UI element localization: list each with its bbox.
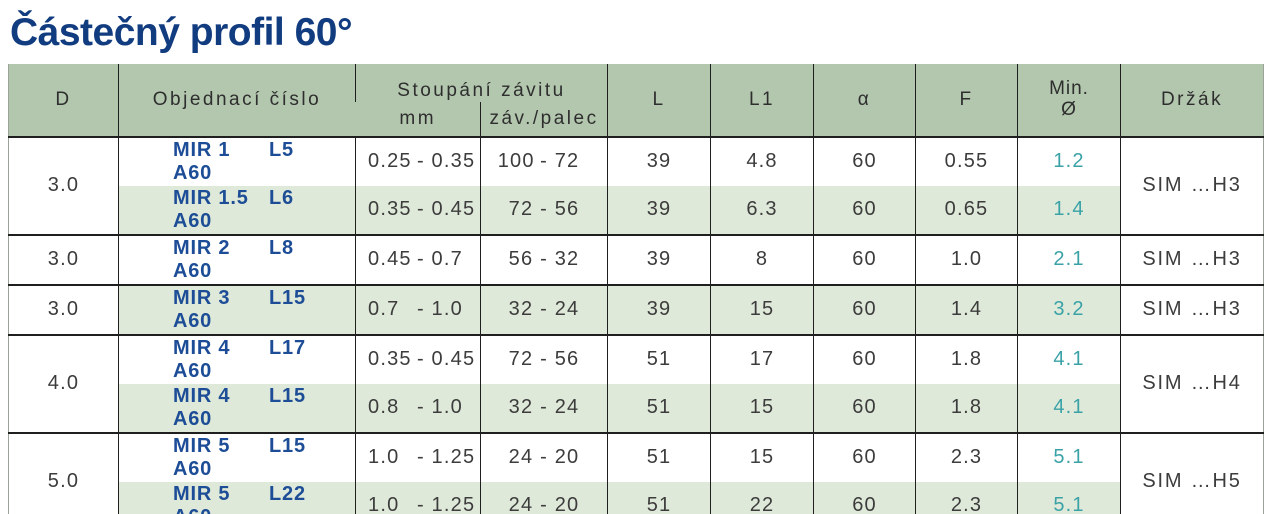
pitch-mm-cell: 0.8- 1.0 [355,383,481,433]
order-number-cell: MIR 4 L17A60 [118,333,356,384]
holder-cell: SIM …H4 [1120,333,1264,433]
pitch-tpi-cell: 72 - 56 [479,333,608,384]
col-header-f: F [915,63,1018,137]
l1-cell: 17 [710,333,814,384]
l1-cell: 15 [710,283,814,335]
f-cell: 1.8 [915,383,1018,433]
holder-cell: SIM …H3 [1120,135,1264,235]
page-title: Částečný profil 60° [10,11,353,54]
order-number-cell: MIR 3 L15A60 [118,283,356,335]
pitch-tpi-cell: 24 - 20 [479,431,608,482]
pitch-tpi-cell: 24 - 20 [479,481,608,514]
table-row: 3.0 MIR 3 L15A60 0.7- 1.0 32 - 24 39 15 60 1.4 3.… [8,283,1264,335]
f-cell: 2.3 [915,431,1018,482]
pitch-tpi-cell: 32 - 24 [479,283,608,335]
col-header-min-diameter: Min. Ø [1017,63,1121,137]
min-diameter-cell: 5.1 [1017,431,1121,482]
col-header-pitch-mm: mm [355,101,481,137]
f-cell: 2.3 [915,481,1018,514]
f-cell: 1.8 [915,333,1018,384]
order-number-cell: MIR 1 L5A60 [118,135,356,186]
f-cell: 0.55 [915,135,1018,186]
table-row: MIR 4 L15A60 0.8- 1.0 32 - 24 51 15 60 1.8 4.1 [9,383,1264,433]
min-diameter-cell: 2.1 [1017,233,1121,285]
d-value-cell: 3.0 [8,135,119,235]
diameter-symbol: Ø [1061,98,1077,120]
order-number-cell: MIR 5L22A60 [118,481,356,514]
table-header: D Objednací číslo Stoupání závitu L L1 α… [8,63,1264,137]
alpha-cell: 60 [813,283,916,335]
alpha-cell: 60 [813,333,916,384]
holder-cell: SIM …H3 [1120,283,1264,335]
order-number-cell: MIR 2 L8A60 [118,233,356,285]
pitch-tpi-cell: 56 - 32 [479,233,608,285]
alpha-cell: 60 [813,135,916,186]
order-number-cell: MIR 4 L15A60 [118,383,356,433]
min-diameter-cell: 1.2 [1017,135,1121,186]
l-cell: 51 [607,383,711,433]
col-header-thread-pitch: Stoupání závitu [354,63,608,102]
profile-spec-table: D Objednací číslo Stoupání závitu L L1 α… [8,63,1265,514]
l1-cell: 15 [710,431,814,482]
d-value-cell: 3.0 [8,283,119,335]
min-diameter-cell: 3.2 [1017,283,1121,335]
l-cell: 39 [607,233,711,285]
alpha-cell: 60 [813,431,916,482]
col-header-holder: Držák [1120,63,1264,137]
d-value-cell: 3.0 [8,233,119,285]
col-header-pitch-tpi: záv./palec [479,101,608,137]
l1-cell: 4.8 [710,135,814,186]
table-row: 4.0 MIR 4 L17A60 0.35- 0.45 72 - 56 51 17 60 1.8… [8,333,1264,433]
f-cell: 1.4 [915,283,1018,335]
order-number-cell: MIR 1.5 L6A60 [118,185,356,235]
col-header-l: L [607,63,711,137]
min-diameter-cell: 4.1 [1017,333,1121,384]
l1-cell: 8 [710,233,814,285]
min-label: Min. [1049,77,1089,99]
min-diameter-cell: 1.4 [1017,185,1121,235]
l-cell: 51 [607,333,711,384]
min-diameter-cell: 5.1 [1017,481,1121,514]
alpha-cell: 60 [813,185,916,235]
l-cell: 39 [607,135,711,186]
l-cell: 39 [607,185,711,235]
pitch-mm-cell: 0.35- 0.45 [355,333,481,384]
pitch-mm-cell: 1.0- 1.25 [355,481,481,514]
f-cell: 0.65 [915,185,1018,235]
col-header-alpha: α [813,63,916,137]
order-number-cell: MIR 5 L15A60 [118,431,356,482]
l1-cell: 15 [710,383,814,433]
table-row: 3.0 MIR 1 L5A60 0.25- 0.35 100 - 72 39 4.8 60 0.… [8,135,1264,235]
pitch-mm-cell: 0.35- 0.45 [355,185,481,235]
holder-cell: SIM …H3 [1120,233,1264,285]
pitch-mm-cell: 0.7- 1.0 [355,283,481,335]
col-header-order-number: Objednací číslo [118,63,356,137]
alpha-cell: 60 [813,481,916,514]
pitch-tpi-cell: 32 - 24 [479,383,608,433]
f-cell: 1.0 [915,233,1018,285]
table-row: 5.0 MIR 5 L15A60 1.0- 1.25 24 - 20 51 15 60 2.3 5… [8,431,1264,514]
pitch-mm-cell: 0.25- 0.35 [355,135,481,186]
col-header-l1: L1 [710,63,814,137]
l1-cell: 6.3 [710,185,814,235]
alpha-cell: 60 [813,233,916,285]
table-body: 3.0 MIR 1 L5A60 0.25- 0.35 100 - 72 39 4.8 60 0.… [8,135,1264,514]
holder-cell: SIM …H5 [1120,431,1264,514]
pitch-mm-cell: 0.45- 0.7 [355,233,481,285]
table-row: 3.0 MIR 2 L8A60 0.45- 0.7 56 - 32 39 8 60 1.0 2.1… [8,233,1264,285]
pitch-tpi-cell: 72 - 56 [479,185,608,235]
l-cell: 51 [607,431,711,482]
d-value-cell: 5.0 [8,431,119,514]
col-header-d: D [8,63,119,137]
l-cell: 51 [607,481,711,514]
l-cell: 39 [607,283,711,335]
table-row: MIR 1.5 L6A60 0.35- 0.45 72 - 56 39 6.3 60 0.65… [9,185,1264,235]
pitch-tpi-cell: 100 - 72 [479,135,608,186]
pitch-mm-cell: 1.0- 1.25 [355,431,481,482]
l1-cell: 22 [710,481,814,514]
min-diameter-cell: 4.1 [1017,383,1121,433]
alpha-cell: 60 [813,383,916,433]
d-value-cell: 4.0 [8,333,119,433]
